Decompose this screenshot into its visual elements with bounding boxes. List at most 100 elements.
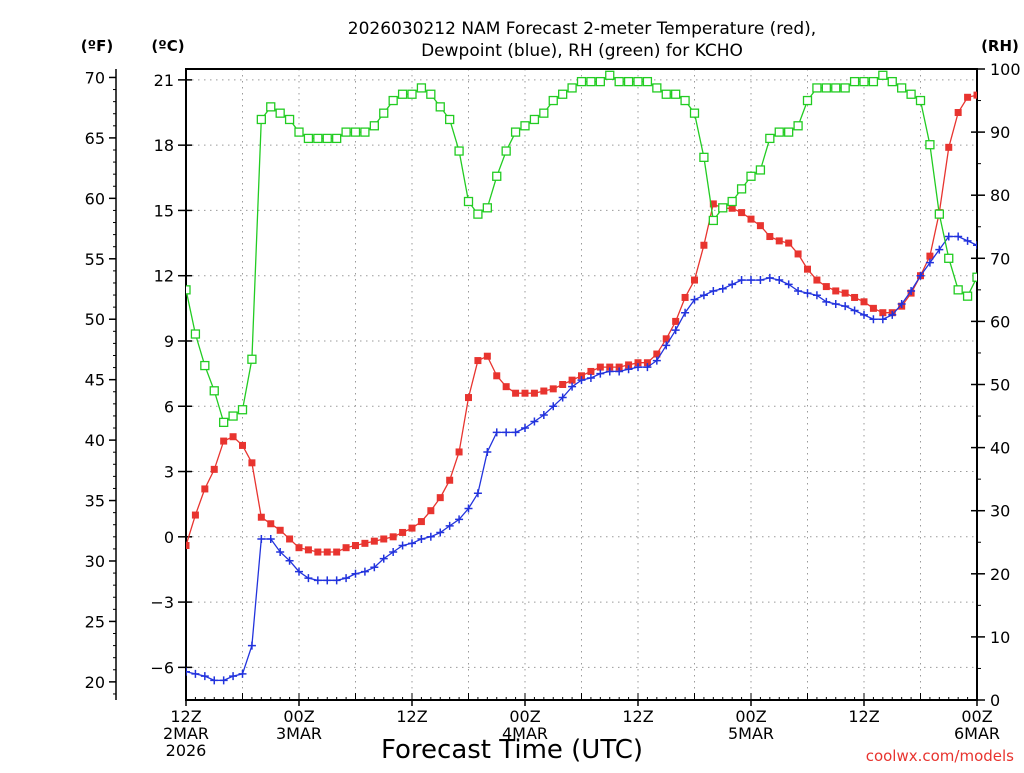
x-tick-label: 6MAR xyxy=(954,724,1000,743)
data-point-marker xyxy=(294,127,304,137)
credit-link[interactable]: coolwx.com/models xyxy=(866,747,1014,765)
data-point-marker xyxy=(822,297,831,306)
fahrenheit-tick-label: 25 xyxy=(85,612,105,631)
data-point-marker xyxy=(860,310,868,319)
data-point-marker xyxy=(473,489,482,498)
data-point-marker xyxy=(417,534,426,543)
fahrenheit-tick-label: 20 xyxy=(85,673,105,692)
rh-tick-label: 50 xyxy=(990,376,1010,395)
data-point-marker xyxy=(558,393,567,402)
data-point-marker xyxy=(652,83,662,93)
celsius-unit-label: (ºC) xyxy=(151,37,184,55)
celsius-tick-label: −6 xyxy=(150,658,174,677)
data-point-marker xyxy=(483,447,492,456)
data-point-marker xyxy=(380,535,388,543)
data-point-marker xyxy=(548,95,558,106)
series-layer xyxy=(0,70,977,685)
data-point-marker xyxy=(464,504,473,513)
data-point-marker xyxy=(587,367,595,375)
data-point-marker xyxy=(935,245,944,254)
tick-labels: −6 −3 0 3 6 9 12 15 18 21 20 25 30 35 40 45 50 55 60 65 70 0 1… xyxy=(85,60,1021,760)
fahrenheit-tick-label: 30 xyxy=(85,552,105,571)
celsius-tick-label: 18 xyxy=(154,136,174,155)
data-point-marker xyxy=(850,306,859,315)
data-point-marker xyxy=(295,567,303,576)
x-tick-label: 12Z xyxy=(848,707,879,726)
data-point-marker xyxy=(0,242,8,250)
data-point-marker xyxy=(342,574,351,583)
data-point-marker xyxy=(295,544,303,552)
data-point-marker xyxy=(493,372,501,380)
data-point-marker xyxy=(266,534,275,543)
data-point-marker xyxy=(0,159,7,166)
fahrenheit-tick-label: 40 xyxy=(85,431,105,450)
x-tick-label: 5MAR xyxy=(728,724,774,743)
data-point-marker xyxy=(389,548,398,557)
data-point-marker xyxy=(389,533,397,541)
data-point-marker xyxy=(747,215,755,223)
data-point-marker xyxy=(964,93,972,101)
data-point-marker xyxy=(578,372,585,380)
data-point-marker xyxy=(332,576,341,585)
data-point-marker xyxy=(201,485,209,493)
data-point-marker xyxy=(186,285,191,295)
data-point-marker xyxy=(614,76,624,87)
data-point-marker xyxy=(681,308,690,317)
data-point-marker xyxy=(973,91,977,99)
data-point-marker xyxy=(691,276,698,284)
data-point-marker xyxy=(200,360,210,371)
x-tick-label: 12Z xyxy=(622,707,653,726)
data-point-marker xyxy=(275,108,285,118)
x-tick-label: 12Z xyxy=(396,707,427,726)
data-point-marker xyxy=(774,127,784,137)
data-point-marker xyxy=(286,535,294,543)
data-point-marker xyxy=(785,239,793,247)
data-point-marker xyxy=(869,304,877,312)
data-point-marker xyxy=(229,433,237,441)
data-point-marker xyxy=(285,556,294,565)
data-point-marker xyxy=(897,299,906,308)
fahrenheit-tick-label: 70 xyxy=(85,68,105,87)
rh-tick-label: 30 xyxy=(990,502,1010,521)
data-point-marker xyxy=(615,367,624,376)
data-point-marker xyxy=(427,507,435,515)
data-point-marker xyxy=(399,528,407,536)
data-point-marker xyxy=(465,394,472,402)
x-tick-label: 00Z xyxy=(735,707,766,726)
x-tick-label: 00Z xyxy=(283,707,314,726)
data-point-marker xyxy=(869,315,878,324)
data-point-marker xyxy=(190,329,201,339)
data-point-marker xyxy=(907,286,916,295)
data-point-marker xyxy=(661,89,671,99)
data-point-marker xyxy=(962,291,973,301)
data-point-marker xyxy=(247,641,256,650)
data-point-marker xyxy=(840,83,850,93)
data-point-marker xyxy=(559,381,567,388)
series-temperature xyxy=(0,91,977,556)
data-point-marker xyxy=(737,276,746,285)
data-point-marker xyxy=(934,209,944,219)
data-point-marker xyxy=(851,293,859,301)
celsius-tick-label: 12 xyxy=(154,267,174,286)
data-point-marker xyxy=(210,465,218,473)
data-point-marker xyxy=(426,532,435,541)
data-point-marker xyxy=(558,89,568,99)
data-point-marker xyxy=(361,539,369,547)
rh-tick-label: 90 xyxy=(990,123,1010,142)
series-dewpoint xyxy=(186,232,977,685)
series-rh xyxy=(0,70,977,428)
data-point-marker xyxy=(708,215,718,226)
data-point-marker xyxy=(530,417,539,426)
data-point-marker xyxy=(463,196,474,207)
data-point-marker xyxy=(633,76,643,87)
data-point-marker xyxy=(436,494,444,502)
data-point-marker xyxy=(605,367,614,376)
rh-tick-label: 20 xyxy=(990,565,1010,584)
data-point-marker xyxy=(501,146,511,156)
data-point-marker xyxy=(699,152,709,162)
data-point-marker xyxy=(662,335,670,343)
fahrenheit-tick-label: 35 xyxy=(85,492,105,511)
data-point-marker xyxy=(634,359,642,367)
data-point-marker xyxy=(689,108,700,118)
data-point-marker xyxy=(351,569,360,578)
